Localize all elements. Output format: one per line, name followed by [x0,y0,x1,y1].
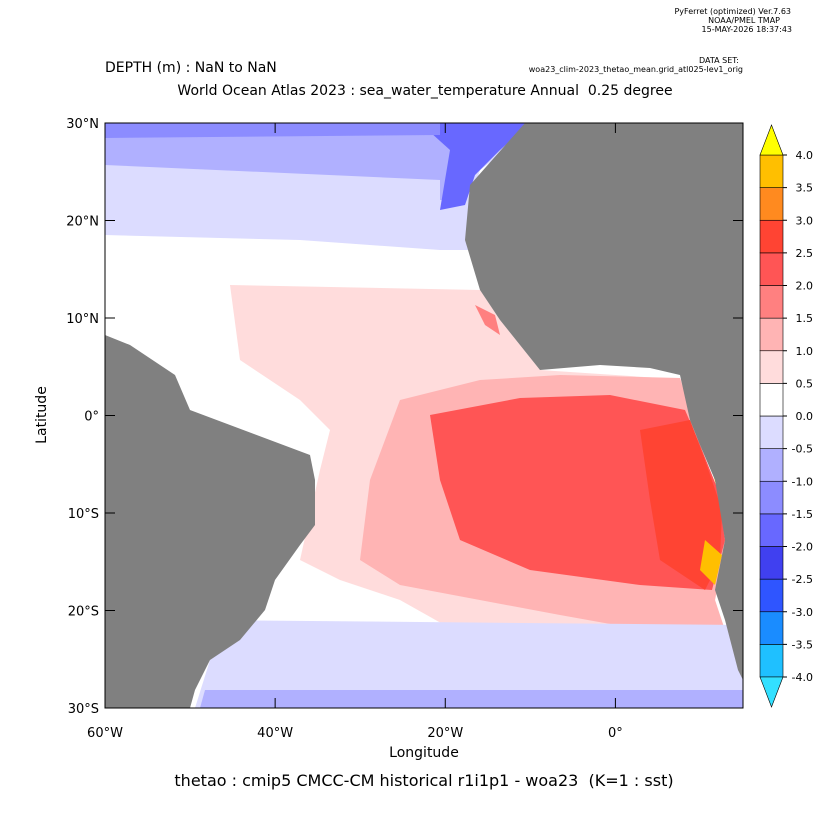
colorbar-band [759,252,784,286]
anomaly-region [195,620,743,708]
software: PyFerret (optimized) Ver.7.63 [674,7,791,16]
colorbar-band [759,154,784,188]
colorbar-label: 1.5 [796,312,814,325]
chart-title: World Ocean Atlas 2023 : sea_water_tempe… [177,83,672,99]
x-tick-label: 20°W [427,726,463,741]
colorbar-band [759,480,784,515]
anomaly-region [475,305,500,335]
colorbar-band [759,219,784,254]
map-field [105,123,743,708]
x-tick-label: 60°W [87,726,123,741]
timestamp: 15-MAY-2026 18:37:43 [702,25,792,34]
colorbar-label: -1.5 [792,508,813,521]
colorbar-band [759,578,784,613]
subtitle: DEPTH (m) : NaN to NaN [105,60,277,76]
colorbar-under [759,676,784,708]
anomaly-region [200,690,743,708]
colorbar-label: 3.0 [796,214,814,227]
dataset: woa23_clim-2023_thetao_mean.grid_atl025-… [529,65,743,74]
colorbar-band [759,546,784,580]
colorbar-over [759,124,784,156]
dataset-label: DATA SET: [699,56,739,65]
anomaly-region [640,420,722,590]
colorbar-band [759,415,784,449]
lab: NOAA/PMEL TMAP [708,16,780,25]
colorbar-label: 2.0 [796,280,814,293]
colorbar-band [759,350,784,384]
colorbar-label: 0.0 [796,410,814,423]
x-tick-label: 0° [608,726,623,741]
y-tick-label: 30°N [66,117,99,132]
colorbar-label: 3.5 [796,182,814,195]
colorbar-band [759,317,784,352]
colorbar-label: -0.5 [792,443,813,456]
y-tick-label: 20°S [68,605,99,620]
colorbar-label: -2.0 [792,541,813,554]
y-tick-label: 0° [84,410,99,425]
colorbar-label: 0.5 [796,377,814,390]
land [465,123,743,680]
colorbar-band [759,644,784,678]
colorbar-band [759,383,784,417]
colorbar-label: -2.5 [792,573,813,586]
anomaly-region [105,123,530,200]
colorbar: -4.0 -3.5 -3.0 -2.5 -2.0 -1.5 -1.0 -0.5 0.0 0.5 1.… [759,124,814,708]
colorbar-label: 4.0 [796,149,814,162]
colorbar-label: -4.0 [792,671,813,684]
y-tick-label: 10°S [68,507,99,522]
colorbar-band [759,285,784,319]
colorbar-label: 2.5 [796,247,814,260]
colorbar-label: -3.0 [792,606,813,619]
anomaly-region [420,123,530,210]
x-tick-label: 40°W [257,726,293,741]
colorbar-label: -3.5 [792,638,813,651]
colorbar-label: 1.0 [796,345,814,358]
colorbar-band [759,611,784,645]
anomaly-region [105,123,440,138]
colorbar-band [759,448,784,482]
axes: 60°W 40°W 20°W 0° 30°N 20°N 10°N 0° 10°S 20°S 30°S [66,117,744,741]
anomaly-region [700,540,722,585]
caption: thetao : cmip5 CMCC-CM historical r1i1p1… [174,771,673,790]
y-tick-label: 10°N [66,312,99,327]
y-tick-label: 20°N [66,215,99,230]
land [105,335,315,708]
colorbar-label: -1.0 [792,475,813,488]
y-tick-label: 30°S [68,702,99,717]
x-axis-label: Longitude [389,745,459,761]
y-axis-label: Latitude [34,386,50,444]
colorbar-band [759,513,784,547]
colorbar-band [759,187,784,221]
